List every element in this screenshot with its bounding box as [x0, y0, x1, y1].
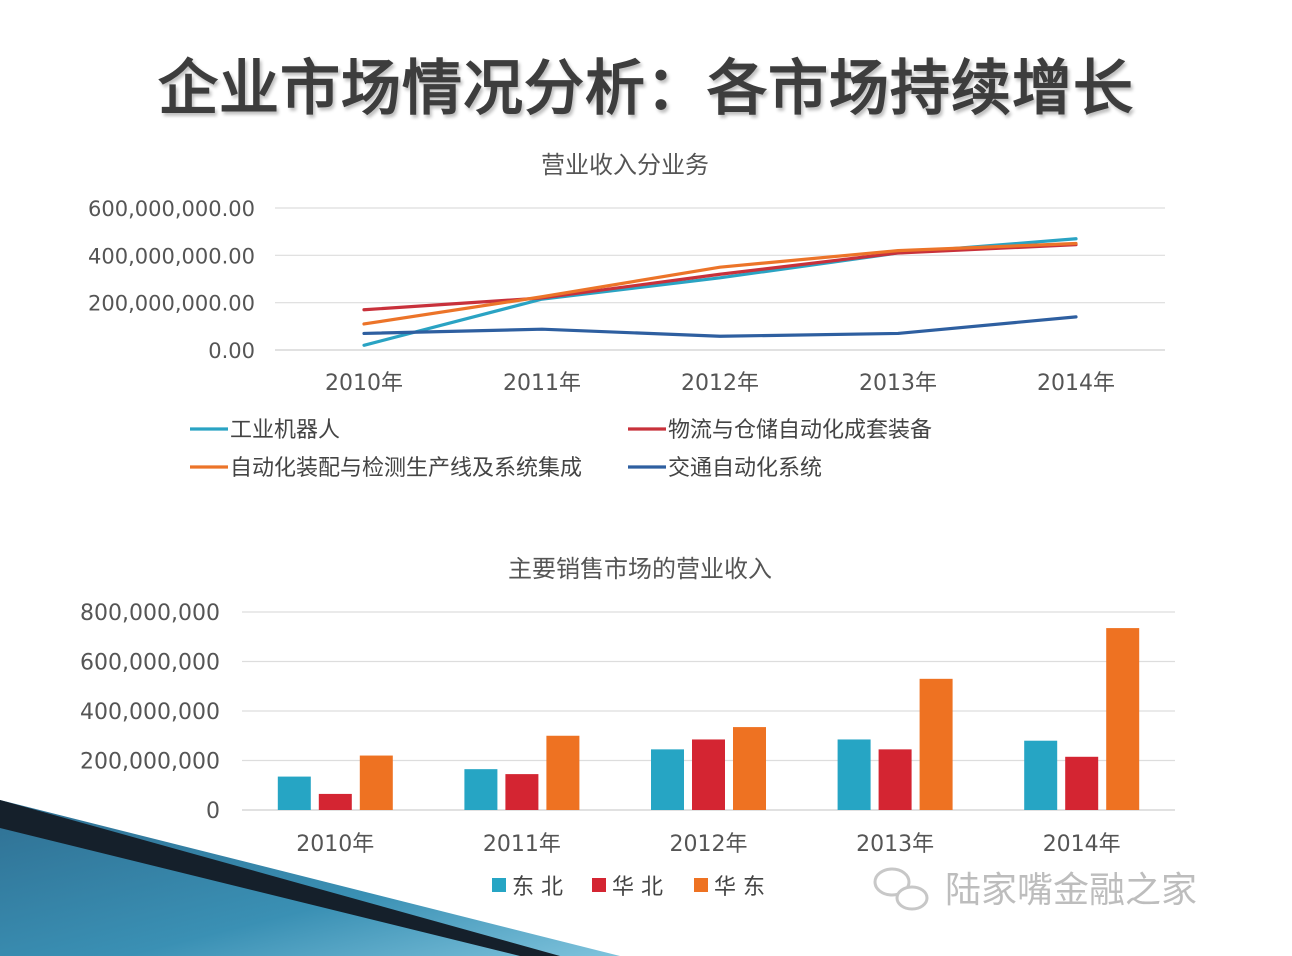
bar-chart-x-tick-label: 2012年 [670, 832, 748, 857]
slide-title: 企业市场情况分析：各市场持续增长 [158, 54, 1134, 124]
bar-chart-title: 主要销售市场的营业收入 [508, 555, 772, 583]
bar-1-4 [837, 739, 871, 810]
corner-decoration [0, 800, 620, 956]
line-chart-y-tick-label: 0.00 [208, 339, 255, 363]
line-series-4 [362, 315, 1078, 338]
line-chart-series [362, 237, 1078, 347]
line-chart-x-tick-label: 2012年 [681, 371, 759, 396]
line-chart: 营业收入分业务 0.00 200,000,000.00 400,000,000.00… [88, 151, 1165, 481]
line-chart-y-tick-label: 400,000,000.00 [88, 244, 255, 268]
bar-3-3 [733, 727, 766, 810]
bar-chart-y-tick-label: 800,000,000 [80, 601, 220, 626]
bar-chart-y-tick-label: 200,000,000 [80, 750, 220, 775]
bar-1-2 [464, 769, 498, 810]
legend-label: 物流与仓储自动化成套装备 [668, 418, 932, 443]
bar-2-4 [878, 749, 912, 810]
bar-3-1 [359, 755, 393, 810]
bar-chart-x-tick-label: 2013年 [856, 832, 934, 857]
bar-chart-x-tick-label: 2014年 [1043, 832, 1121, 857]
legend-swatch [492, 878, 506, 892]
line-chart-gridlines [275, 207, 1165, 351]
legend-label: 东 北 [512, 875, 563, 900]
bar-chart-x-tick-label: 2010年 [296, 832, 374, 857]
legend-label: 华 北 [612, 875, 663, 900]
bar-2-5 [1065, 756, 1099, 810]
legend-swatch [694, 878, 708, 892]
line-series-2 [362, 243, 1078, 312]
line-chart-x-tick-label: 2011年 [503, 371, 581, 396]
bar-chart-y-axis: 0 200,000,000 400,000,000 600,000,000 800,00… [80, 601, 220, 824]
line-chart-title: 营业收入分业务 [541, 151, 709, 179]
bar-2-3 [692, 739, 725, 810]
bar-chart-legend: 东 北华 北华 东 [492, 875, 765, 900]
watermark: 陆家嘴金融之家 [873, 867, 1197, 911]
line-chart-y-axis: 0.00 200,000,000.00 400,000,000.00 600,000,… [88, 197, 255, 363]
line-series-3 [362, 241, 1078, 326]
bar-3-5 [1106, 628, 1140, 810]
legend-label: 交通自动化系统 [668, 456, 822, 481]
wechat-icon [873, 867, 929, 911]
bar-3-4 [919, 678, 953, 810]
line-chart-x-axis: 2010年 2011年 2012年 2013年 2014年 [325, 371, 1115, 396]
bar-chart-bars [277, 628, 1140, 810]
bar-chart-x-tick-label: 2011年 [483, 832, 561, 857]
legend-label: 华 东 [714, 875, 765, 900]
swoosh-dark [0, 800, 560, 956]
legend-label: 工业机器人 [230, 418, 340, 443]
line-chart-x-tick-label: 2013年 [859, 371, 937, 396]
line-chart-y-tick-label: 200,000,000.00 [88, 292, 255, 316]
bar-1-5 [1024, 740, 1058, 810]
bar-2-1 [318, 793, 352, 810]
bar-chart-y-tick-label: 0 [206, 799, 220, 824]
watermark-text: 陆家嘴金融之家 [945, 870, 1197, 911]
bar-chart-y-tick-label: 600,000,000 [80, 651, 220, 676]
bar-1-1 [277, 776, 311, 810]
bar-chart-y-tick-label: 400,000,000 [80, 700, 220, 725]
bar-2-2 [505, 774, 539, 810]
legend-swatch [592, 878, 606, 892]
line-chart-y-tick-label: 600,000,000.00 [88, 197, 255, 221]
swoosh-blue [0, 800, 620, 956]
bar-chart-x-axis: 2010年 2011年 2012年 2013年 2014年 [296, 832, 1120, 857]
line-chart-x-tick-label: 2010年 [325, 371, 403, 396]
bar-3-2 [546, 735, 580, 810]
bar-1-3 [651, 749, 684, 810]
bar-chart: 主要销售市场的营业收入 0 200,000,000 400,000,000 600,0… [80, 555, 1175, 900]
legend-label: 自动化装配与检测生产线及系统集成 [230, 456, 582, 481]
line-chart-x-tick-label: 2014年 [1037, 371, 1115, 396]
